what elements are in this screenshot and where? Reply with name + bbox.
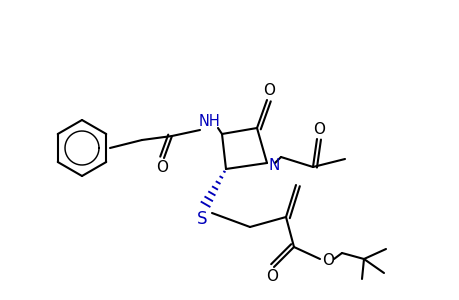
Text: O: O <box>156 160 168 175</box>
Text: O: O <box>312 122 325 136</box>
Text: N: N <box>268 158 279 172</box>
Text: NH: NH <box>199 115 220 130</box>
Text: O: O <box>321 254 333 268</box>
Text: O: O <box>265 269 277 284</box>
Text: O: O <box>263 82 274 98</box>
Text: S: S <box>196 210 207 228</box>
